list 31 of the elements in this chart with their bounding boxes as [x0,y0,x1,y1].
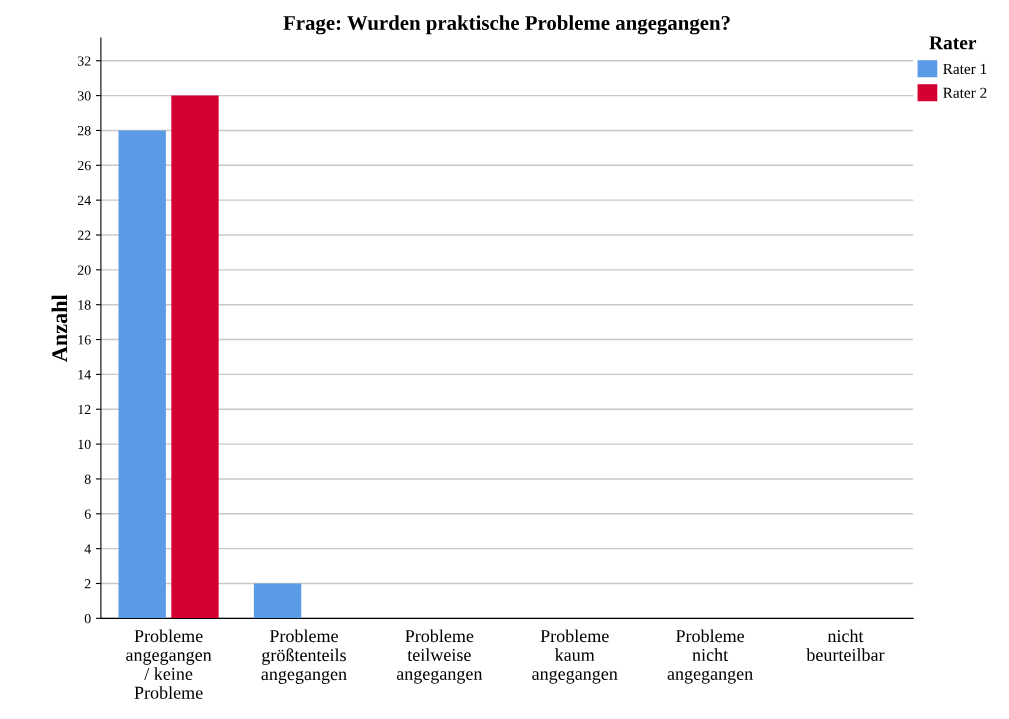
chart-title: Frage: Wurden praktische Probleme angegangen? [283,15,730,35]
y-tick-label: 2 [84,579,91,589]
y-tick-label: 20 [77,265,91,275]
y-tick-label: 24 [77,195,91,205]
bar [118,130,166,619]
y-tick-label: 14 [78,370,91,380]
x-tick-label: Probleme kaum angegangen [532,629,618,684]
y-tick-label: 4 [84,544,91,554]
y-tick-label: 10 [78,439,91,450]
x-tick-label: Probleme größtenteils angegangen [261,629,347,684]
y-tick-label: 18 [78,300,91,310]
x-tick-label: Probleme nicht angegangen [667,629,753,684]
y-tick-label: 30 [77,91,91,101]
y-tick-label: 28 [77,126,91,136]
y-tick-label: 16 [78,335,91,345]
y-tick-label: 26 [77,160,91,171]
bar [171,95,219,619]
legend-label: Rater 1 [943,63,987,75]
legend-label: Rater 2 [943,87,987,98]
y-tick-label: 32 [77,56,91,66]
y-tick-label: 8 [84,474,91,484]
bar [253,583,302,619]
y-axis-title: Anzahl [51,294,68,362]
x-tick-label: Probleme teilweise angegangen [396,629,483,684]
y-tick-label: 12 [78,404,91,415]
legend-title: Rater [929,36,977,50]
y-tick-label: 6 [84,509,91,519]
x-tick-label: Probleme angegangen / keine Probleme [126,629,212,699]
x-tick-label: nicht beurteilbar [806,629,885,662]
y-tick-label: 22 [77,230,91,240]
y-tick-label: 0 [84,613,91,624]
